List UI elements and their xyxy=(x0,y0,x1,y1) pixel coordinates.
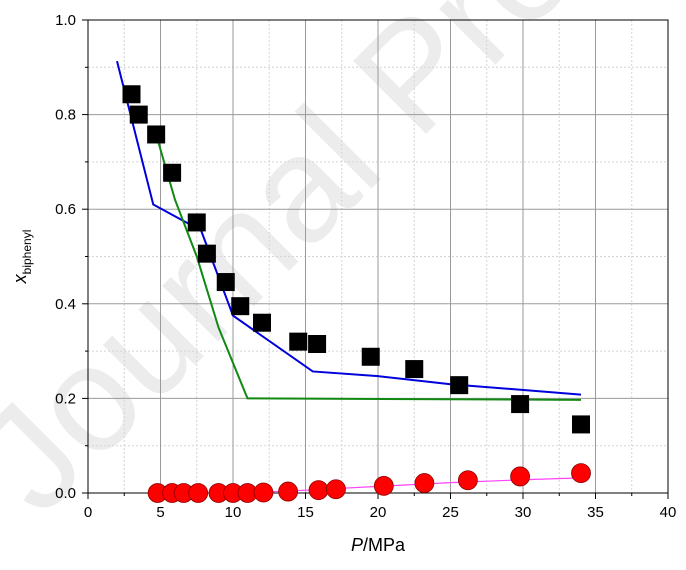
circle-point xyxy=(326,479,346,500)
axes: 0 5 10 15 20 25 30 35 40 0.0 0.2 0.4 0.6 0.8 1.0 xyxy=(55,12,676,521)
square-point xyxy=(511,395,530,414)
x-tick-label: 15 xyxy=(297,504,314,521)
square-point xyxy=(450,376,469,395)
series-markers xyxy=(122,85,591,503)
x-tick-label: 10 xyxy=(225,504,242,521)
y-tick-label: 0.8 xyxy=(55,107,76,124)
square-point xyxy=(253,313,271,332)
square-point xyxy=(361,347,380,366)
y-tick-label: 0.6 xyxy=(55,201,76,218)
y-tick-label: 1.0 xyxy=(55,12,76,29)
square-point xyxy=(197,244,216,263)
x-tick-label: 5 xyxy=(156,504,164,521)
square-point xyxy=(405,360,424,379)
y-tick-label: 0.2 xyxy=(55,390,76,407)
circle-point xyxy=(457,470,478,491)
line-blue-series xyxy=(116,60,582,396)
x-tick-label: 30 xyxy=(515,504,532,521)
circle-point xyxy=(278,481,299,502)
square-point xyxy=(163,163,182,182)
line-green-series xyxy=(155,134,582,401)
y-tick-label: 0.0 xyxy=(55,485,76,502)
square-point xyxy=(231,297,250,316)
x-tick-label: 35 xyxy=(587,504,604,521)
x-axis-label-unit: /MPa xyxy=(363,535,406,555)
watermark: Journal Pre-proof xyxy=(0,0,686,543)
x-tick-label: 0 xyxy=(84,504,92,521)
y-axis-label: xbiphenyl xyxy=(10,230,34,285)
square-point xyxy=(187,213,206,232)
y-axis-label-symbol: x xyxy=(10,273,30,284)
square-point xyxy=(129,105,148,124)
square-point xyxy=(216,273,235,292)
x-axis-label: P/MPa xyxy=(351,535,406,555)
square-point xyxy=(572,415,590,434)
circle-point xyxy=(414,473,435,493)
x-tick-label: 25 xyxy=(442,504,459,521)
circle-point xyxy=(188,483,209,503)
square-point xyxy=(308,335,327,354)
x-tick-label: 40 xyxy=(660,504,677,521)
square-point xyxy=(122,85,141,104)
circle-point xyxy=(373,476,394,496)
circle-point xyxy=(571,463,591,484)
square-point xyxy=(147,125,166,144)
circle-point xyxy=(308,480,329,501)
y-axis-label-subscript: biphenyl xyxy=(20,230,34,275)
circle-point xyxy=(510,466,530,487)
y-tick-label: 0.4 xyxy=(55,296,76,313)
circle-point xyxy=(253,482,274,503)
x-axis-label-symbol: P xyxy=(351,535,363,555)
square-point xyxy=(289,332,308,351)
x-tick-label: 20 xyxy=(370,504,387,521)
